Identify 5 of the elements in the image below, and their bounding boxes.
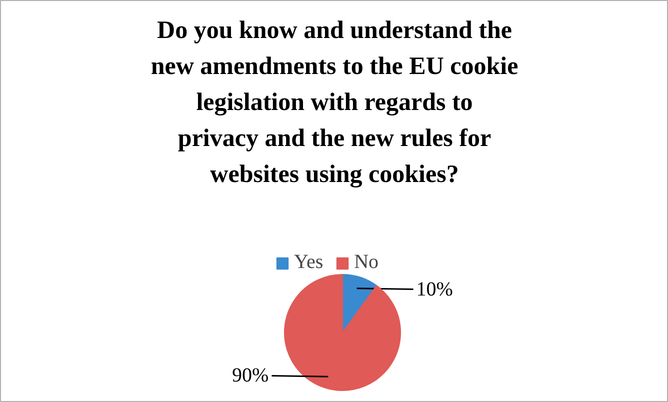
- legend-label: Yes: [294, 251, 324, 274]
- chart-title: Do you know and understand the new amendments to the EU cookie legislation with regards to privacy and the new rules for websites using cookies?: [150, 17, 518, 188]
- data-label: 90%: [232, 364, 269, 387]
- legend-label: No: [354, 251, 379, 274]
- data-label: 10%: [416, 278, 453, 300]
